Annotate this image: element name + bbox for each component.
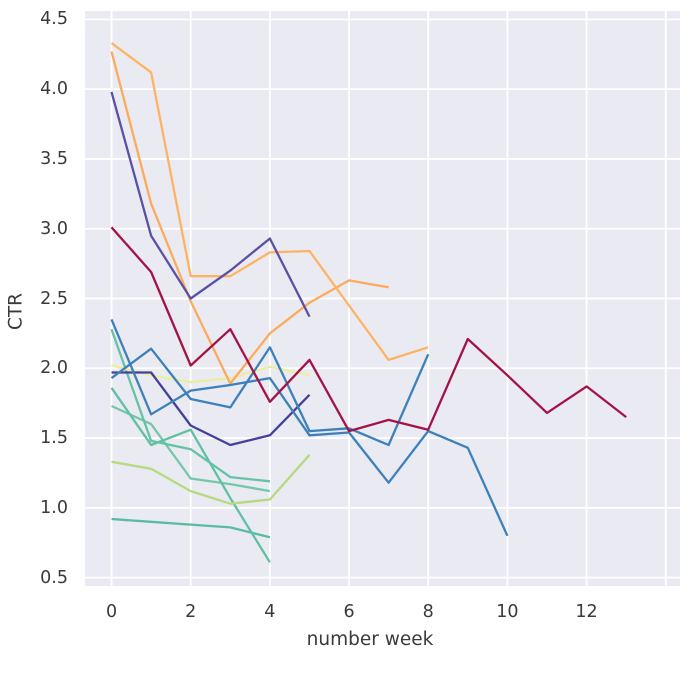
y-tick-label-1.0: 1.0 [40,497,68,518]
line-series-teal-2-steep [110,387,271,563]
y-tick-label-3.0: 3.0 [40,218,68,239]
line-series-orange-2 [110,51,389,385]
line-series-purple-2 [111,371,311,447]
x-tick-label-10: 10 [496,602,519,622]
x-tick-label-0: 0 [105,602,118,622]
line-series-teal-bottom [111,517,271,539]
line-series-teal-1 [110,328,271,483]
y-tick-label-4.0: 4.0 [40,79,68,100]
x-tick-label-6: 6 [343,602,355,622]
line-series-crimson [110,226,627,433]
y-tick-label-0.5: 0.5 [40,567,68,588]
y-tick-label-2.5: 2.5 [40,288,68,309]
y-tick-label-1.5: 1.5 [40,428,68,449]
y-tick-label-4.5: 4.5 [40,9,68,30]
line-series-orange-1 [110,42,429,362]
line-series-light-green [111,454,311,505]
y-tick-label-2.0: 2.0 [40,358,68,379]
y-axis-label: CTR [5,292,27,331]
line-series-purple-1 [110,91,311,318]
x-tick-label-2: 2 [185,602,197,622]
x-axis-label: number week [306,629,434,650]
line-series-pale-yellow [111,364,310,384]
line-series-teal-3 [111,404,271,493]
x-tick-label-8: 8 [422,602,434,622]
line-series-blue-1 [110,318,509,537]
line-series-blue-2 [110,346,430,447]
x-tick-label-12: 12 [575,602,598,622]
y-tick-label-3.5: 3.5 [40,148,68,169]
x-tick-label-4: 4 [264,602,276,622]
